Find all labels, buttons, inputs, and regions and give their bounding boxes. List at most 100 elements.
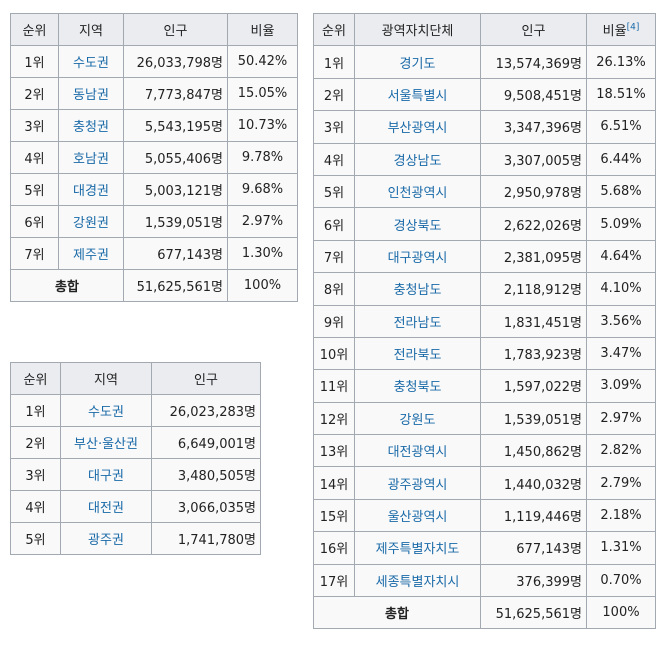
table-row: 13위 대전광역시 1,450,862명 2.82% xyxy=(313,434,656,468)
rank-cell: 7위 xyxy=(10,237,59,270)
region-link[interactable]: 경상북도 xyxy=(354,207,481,241)
population-cell: 1,597,022명 xyxy=(480,369,587,403)
region-link[interactable]: 동남권 xyxy=(58,77,124,110)
population-cell: 9,508,451명 xyxy=(480,77,587,112)
ratio-cell: 9.78% xyxy=(227,141,298,174)
column-header-rank: 순위 xyxy=(10,362,61,395)
rank-cell: 2위 xyxy=(313,77,355,112)
rank-cell: 5위 xyxy=(10,522,61,555)
region-link[interactable]: 경기도 xyxy=(354,45,481,79)
population-cell: 1,831,451명 xyxy=(480,304,587,338)
column-header-population: 인구 xyxy=(123,13,228,46)
ratio-cell: 6.44% xyxy=(586,142,656,176)
region-link[interactable]: 대구광역시 xyxy=(354,239,481,274)
table-row: 5위 광주권 1,741,780명 xyxy=(10,522,261,555)
region-link[interactable]: 서울특별시 xyxy=(354,77,481,112)
population-cell: 677,143명 xyxy=(123,237,228,270)
column-header-region: 지역 xyxy=(60,362,152,395)
region-link[interactable]: 제주권 xyxy=(58,237,124,270)
region-link[interactable]: 충청권 xyxy=(58,109,124,142)
region-link[interactable]: 대전권 xyxy=(60,490,152,523)
region-link[interactable]: 대경권 xyxy=(58,173,124,206)
region-link[interactable]: 광주권 xyxy=(60,522,152,555)
metro-area-population-table: 순위 지역 인구 1위 수도권 26,023,283명 2위 부산·울산권 6,649,0… xyxy=(10,362,261,555)
region-link[interactable]: 충청북도 xyxy=(354,369,481,403)
table-header-row: 순위 지역 인구 비율 xyxy=(10,13,298,46)
table-row: 2위 서울특별시 9,508,451명 18.51% xyxy=(313,77,656,112)
population-cell: 3,347,396명 xyxy=(480,110,587,144)
region-link[interactable]: 부산광역시 xyxy=(354,110,481,144)
table-row: 16위 제주특별자치도 677,143명 1.31% xyxy=(313,531,656,565)
ratio-cell: 5.09% xyxy=(586,207,656,241)
total-ratio: 100% xyxy=(586,596,656,630)
rank-cell: 3위 xyxy=(313,110,355,144)
population-cell: 3,066,035명 xyxy=(151,490,261,523)
rank-cell: 9위 xyxy=(313,304,355,338)
column-header-province: 광역자치단체 xyxy=(354,12,481,47)
population-cell: 1,741,780명 xyxy=(151,522,261,555)
rank-cell: 4위 xyxy=(10,490,61,523)
table-row: 15위 울산광역시 1,119,446명 2.18% xyxy=(313,498,656,533)
table-row: 3위 부산광역시 3,347,396명 6.51% xyxy=(313,110,656,144)
population-cell: 1,783,923명 xyxy=(480,336,587,371)
population-cell: 6,649,001명 xyxy=(151,426,261,459)
ratio-cell: 0.70% xyxy=(586,563,656,598)
column-header-population: 인구 xyxy=(151,362,261,395)
rank-cell: 2위 xyxy=(10,426,61,459)
population-cell: 2,622,026명 xyxy=(480,207,587,241)
ratio-cell: 9.68% xyxy=(227,173,298,206)
ratio-cell: 2.97% xyxy=(586,401,656,436)
table-row: 1위 수도권 26,023,283명 xyxy=(10,394,261,427)
ratio-cell: 3.56% xyxy=(586,304,656,338)
population-cell: 7,773,847명 xyxy=(123,77,228,110)
ratio-cell: 6.51% xyxy=(586,110,656,144)
region-link[interactable]: 대전광역시 xyxy=(354,434,481,468)
rank-cell: 3위 xyxy=(10,109,59,142)
region-link[interactable]: 호남권 xyxy=(58,141,124,174)
region-link[interactable]: 세종특별자치시 xyxy=(354,563,481,598)
table-row: 17위 세종특별자치시 376,399명 0.70% xyxy=(313,563,656,598)
region-link[interactable]: 제주특별자치도 xyxy=(354,531,481,565)
column-header-rank: 순위 xyxy=(10,13,59,46)
ratio-cell: 2.18% xyxy=(586,498,656,533)
ratio-cell: 2.97% xyxy=(227,205,298,238)
table-row: 1위 경기도 13,574,369명 26.13% xyxy=(313,45,656,79)
column-header-population: 인구 xyxy=(480,12,587,47)
region-link[interactable]: 전라북도 xyxy=(354,336,481,371)
total-ratio: 100% xyxy=(227,269,298,302)
region-link[interactable]: 부산·울산권 xyxy=(60,426,152,459)
column-header-ratio: 비율[4] xyxy=(586,12,656,47)
rank-cell: 5위 xyxy=(10,173,59,206)
region-link[interactable]: 수도권 xyxy=(58,45,124,78)
table-row: 4위 경상남도 3,307,005명 6.44% xyxy=(313,142,656,176)
population-cell: 1,119,446명 xyxy=(480,498,587,533)
rank-cell: 14위 xyxy=(313,466,355,500)
table-row: 7위 제주권 677,143명 1.30% xyxy=(10,237,298,270)
rank-cell: 1위 xyxy=(10,45,59,78)
rank-cell: 17위 xyxy=(313,563,355,598)
footnote-link[interactable]: [4] xyxy=(626,22,640,33)
population-cell: 5,003,121명 xyxy=(123,173,228,206)
population-cell: 3,307,005명 xyxy=(480,142,587,176)
region-link[interactable]: 전라남도 xyxy=(354,304,481,338)
ratio-cell: 2.79% xyxy=(586,466,656,500)
population-cell: 26,033,798명 xyxy=(123,45,228,78)
region-link[interactable]: 울산광역시 xyxy=(354,498,481,533)
rank-cell: 3위 xyxy=(10,458,61,491)
ratio-cell: 4.10% xyxy=(586,272,656,306)
region-link[interactable]: 광주광역시 xyxy=(354,466,481,500)
rank-cell: 8위 xyxy=(313,272,355,306)
region-link[interactable]: 경상남도 xyxy=(354,142,481,176)
region-link[interactable]: 대구권 xyxy=(60,458,152,491)
ratio-cell: 3.47% xyxy=(586,336,656,371)
rank-cell: 2위 xyxy=(10,77,59,110)
region-link[interactable]: 수도권 xyxy=(60,394,152,427)
rank-cell: 6위 xyxy=(313,207,355,241)
population-cell: 2,381,095명 xyxy=(480,239,587,274)
region-link[interactable]: 강원권 xyxy=(58,205,124,238)
region-link[interactable]: 충청남도 xyxy=(354,272,481,306)
population-cell: 1,450,862명 xyxy=(480,434,587,468)
region-link[interactable]: 인천광역시 xyxy=(354,174,481,209)
rank-cell: 4위 xyxy=(313,142,355,176)
region-link[interactable]: 강원도 xyxy=(354,401,481,436)
